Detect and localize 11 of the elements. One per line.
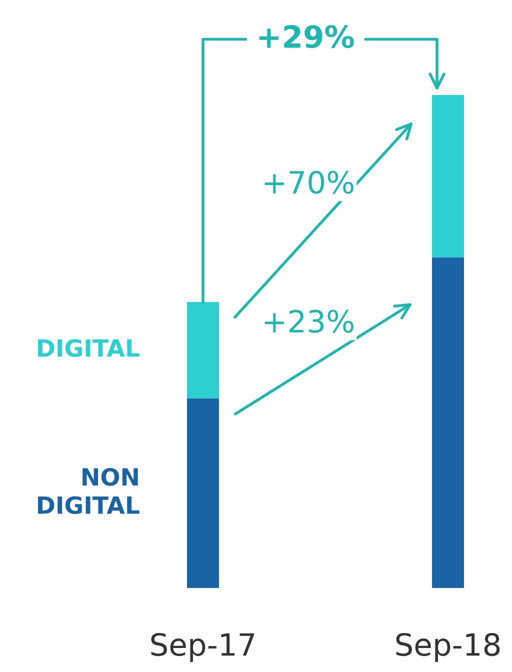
text: +29% — [259, 25, 354, 48]
annotation: +23% — [264, 310, 354, 333]
x-tick-label: Sep-17 — [151, 632, 254, 662]
bar — [432, 95, 464, 258]
x-tick-label: Sep-18 — [396, 632, 500, 662]
text: DIGITAL — [38, 339, 140, 357]
bar — [432, 257, 464, 588]
bar — [187, 398, 219, 588]
text: NON DIGITAL — [38, 468, 140, 514]
bar — [187, 302, 219, 398]
annotation: +70% — [264, 170, 354, 194]
